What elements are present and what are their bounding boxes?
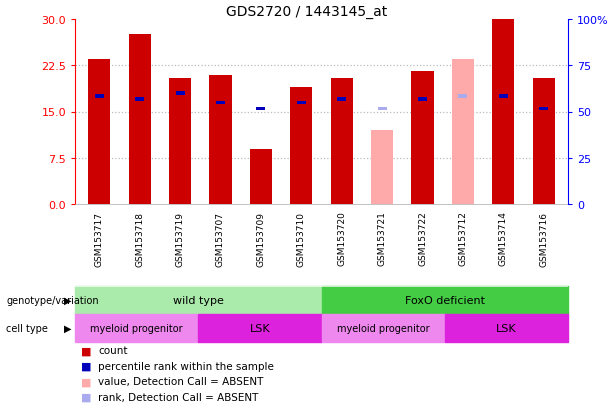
Bar [249,149,272,204]
Text: genotype/variation: genotype/variation [6,295,99,305]
Text: rank, Detection Call = ABSENT: rank, Detection Call = ABSENT [98,392,259,402]
Text: GSM153721: GSM153721 [378,211,387,266]
Bar [459,95,467,99]
Bar [330,78,353,204]
Bar [378,107,387,111]
Bar [175,92,185,95]
Text: cell type: cell type [6,323,48,333]
Bar [88,60,110,204]
Text: ■: ■ [81,345,91,356]
Text: ■: ■ [81,392,91,402]
Text: GSM153718: GSM153718 [135,211,144,266]
Text: GSM153722: GSM153722 [418,211,427,266]
Bar [533,78,555,204]
Bar [210,75,232,204]
Text: GSM153709: GSM153709 [256,211,265,266]
Text: value, Detection Call = ABSENT: value, Detection Call = ABSENT [98,377,264,387]
Bar [418,98,427,102]
Bar [411,72,433,204]
Text: wild type: wild type [173,295,224,305]
Text: GSM153714: GSM153714 [499,211,508,266]
Text: ▶: ▶ [64,295,72,305]
Text: myeloid progenitor: myeloid progenitor [90,323,183,333]
Bar [129,36,151,204]
Bar [297,101,306,104]
Bar [95,95,104,99]
Text: GSM153707: GSM153707 [216,211,225,266]
Text: LSK: LSK [249,323,270,333]
Bar [492,20,514,204]
Text: ■: ■ [81,377,91,387]
Bar [445,314,568,342]
Bar [290,88,313,204]
Text: LSK: LSK [496,323,517,333]
Bar [321,314,445,342]
Text: GSM153712: GSM153712 [459,211,468,266]
Bar [169,78,191,204]
Bar [371,131,393,204]
Text: FoxO deficient: FoxO deficient [405,295,485,305]
Text: GSM153720: GSM153720 [337,211,346,266]
Bar [321,286,568,314]
Text: GSM153716: GSM153716 [539,211,548,266]
Bar [216,101,225,104]
Text: percentile rank within the sample: percentile rank within the sample [98,361,274,371]
Bar [75,286,321,314]
Text: ■: ■ [81,361,91,371]
Text: GSM153710: GSM153710 [297,211,306,266]
Bar [499,95,508,99]
Bar [198,314,321,342]
Text: GSM153719: GSM153719 [175,211,185,266]
Text: GSM153717: GSM153717 [95,211,104,266]
Bar [256,107,265,111]
Text: count: count [98,345,128,356]
Bar [337,98,346,102]
Text: ▶: ▶ [64,323,72,333]
Text: GDS2720 / 1443145_at: GDS2720 / 1443145_at [226,5,387,19]
Text: myeloid progenitor: myeloid progenitor [337,323,430,333]
Bar [75,314,198,342]
Bar [135,98,144,102]
Bar [452,60,474,204]
Bar [539,107,548,111]
